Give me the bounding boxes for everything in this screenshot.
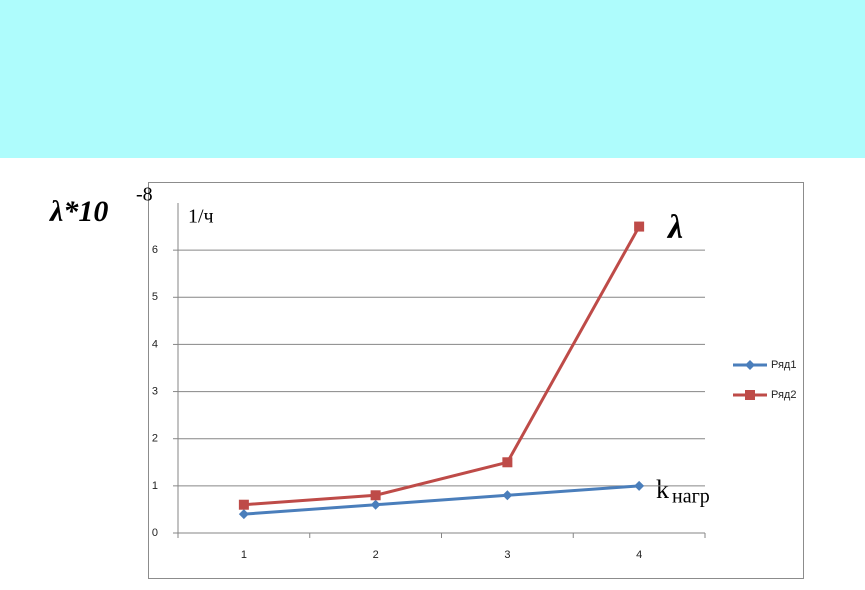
y-label-exponent: -8 <box>136 184 153 206</box>
marker <box>238 499 249 510</box>
y-tick-label: 1 <box>152 480 158 492</box>
marker <box>502 457 513 468</box>
series-line <box>243 484 640 516</box>
y-tick-label: 0 <box>152 527 158 539</box>
marker <box>370 490 381 501</box>
y-unit: 1/ч <box>188 206 214 228</box>
marker <box>238 509 249 520</box>
marker <box>745 360 755 370</box>
legend-label: Ряд2 <box>771 389 796 401</box>
marker <box>745 390 755 400</box>
marker <box>634 221 645 232</box>
y-label: λ*10 <box>48 195 108 228</box>
y-tick-label: 4 <box>152 338 158 350</box>
x-label: k <box>656 475 669 504</box>
y-tick-label: 5 <box>152 291 158 303</box>
marker <box>634 480 645 491</box>
x-tick-label: 2 <box>373 549 379 561</box>
x-tick-label: 4 <box>636 549 642 561</box>
series-line <box>243 225 641 507</box>
x-tick-label: 1 <box>241 549 247 561</box>
series-annotation: λ <box>666 209 683 246</box>
marker <box>370 499 381 510</box>
y-tick-label: 3 <box>152 385 158 397</box>
marker <box>502 490 513 501</box>
header-band <box>0 0 865 158</box>
legend-label: Ряд1 <box>771 359 796 371</box>
y-tick-label: 6 <box>152 244 158 256</box>
chart-frame <box>148 182 804 579</box>
y-tick-label: 2 <box>152 433 158 445</box>
x-label-subscript: нагр <box>672 486 710 508</box>
x-tick-label: 3 <box>504 549 510 561</box>
